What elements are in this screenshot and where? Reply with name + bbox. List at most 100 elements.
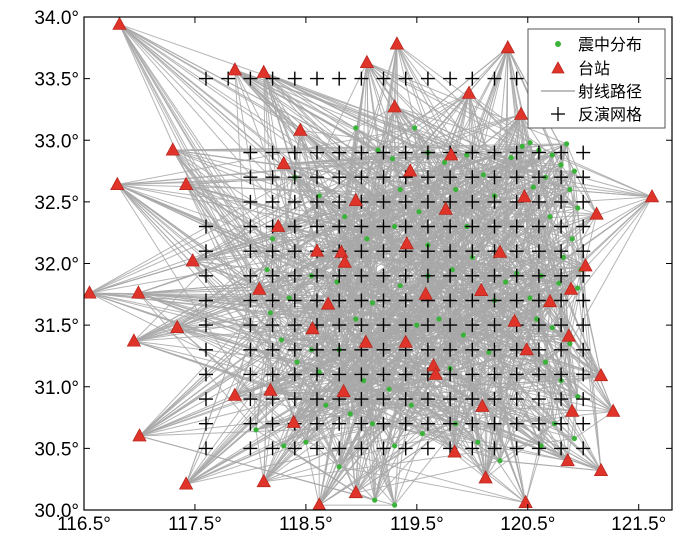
station-triangle <box>271 218 286 232</box>
legend-epicenter-marker <box>555 41 561 47</box>
station-triangle <box>563 281 579 295</box>
ray-path <box>338 349 357 493</box>
ray-path <box>445 143 567 210</box>
ray-path <box>176 327 340 468</box>
ray-path <box>293 302 373 423</box>
ray-path <box>263 339 282 482</box>
ray-path <box>117 176 295 186</box>
station-triangle <box>461 85 477 99</box>
grid-node-plus <box>243 416 258 431</box>
ray-path <box>344 47 509 218</box>
grid-node-plus <box>531 392 546 407</box>
epicenter-point <box>575 285 581 291</box>
ray-path <box>185 184 273 240</box>
station-triangle <box>403 163 418 177</box>
epicenter-point <box>558 162 564 168</box>
grid-node-plus <box>443 342 458 357</box>
station-triangle <box>348 192 363 207</box>
epicenter-point <box>564 141 570 147</box>
station-triangle <box>478 470 493 484</box>
grid-node-plus <box>310 293 324 308</box>
y-tick-label: 32.0° <box>34 255 79 276</box>
ray-path <box>263 438 575 483</box>
grid-node-plus <box>199 367 213 382</box>
ray-path <box>450 154 571 344</box>
station-triangle <box>519 341 534 356</box>
grid-node-plus <box>465 441 480 456</box>
ray-path <box>263 72 312 350</box>
grid-node-plus <box>487 392 502 407</box>
ray-path <box>374 209 447 501</box>
grid-node-plus <box>509 416 524 431</box>
grid-node-plus <box>487 268 502 283</box>
grid-node-plus <box>465 367 480 382</box>
ray-path <box>185 396 578 485</box>
grid-node-plus <box>332 219 347 234</box>
grid-node-plus <box>354 367 369 382</box>
ray-path <box>185 404 327 485</box>
grid-node-plus <box>465 219 480 234</box>
grid-node-plus <box>531 318 546 333</box>
y-tick-label: 30.0° <box>34 501 79 522</box>
grid-node-plus <box>354 71 369 86</box>
ray-path <box>444 162 527 503</box>
grid-node-plus <box>576 170 591 185</box>
ray-path <box>573 171 602 471</box>
grid-node-plus <box>310 416 324 431</box>
grid-node-plus <box>443 293 458 308</box>
epicenter-point <box>480 172 486 178</box>
grid-node-plus <box>443 416 458 431</box>
grid-node-plus <box>376 268 391 283</box>
ray-path <box>551 154 573 412</box>
grid-node-plus <box>310 71 324 86</box>
grid-node-plus <box>487 170 502 185</box>
ray-path <box>394 114 522 447</box>
grid-node-plus <box>332 367 347 382</box>
grid-node-plus <box>576 194 591 209</box>
ray-path <box>416 324 602 377</box>
ray-path <box>318 195 482 292</box>
ray-path <box>366 62 420 212</box>
grid-node-plus <box>221 71 236 86</box>
epicenter-point <box>364 236 370 242</box>
ray-path <box>234 69 429 277</box>
epicenter-point <box>342 214 348 220</box>
epicenter-point <box>278 337 285 343</box>
station-triangle <box>178 176 194 191</box>
ray-path <box>551 196 653 328</box>
grid-node-plus <box>576 318 591 333</box>
ray-path <box>481 170 575 407</box>
ray-path <box>549 216 586 267</box>
grid-node-plus <box>576 145 591 160</box>
grid-node-plus <box>443 244 458 259</box>
ray-path <box>263 72 373 304</box>
epicenter-point <box>567 341 573 347</box>
ray-path <box>185 318 357 485</box>
grid-node-plus <box>310 342 324 357</box>
ray-path <box>133 238 368 342</box>
ray-path <box>388 388 526 503</box>
ray-path <box>263 157 512 483</box>
station-triangle <box>398 334 413 348</box>
x-tick-label: 116.5° <box>57 514 111 535</box>
epicenter-point <box>397 186 403 193</box>
grid-node-plus <box>354 318 369 333</box>
legend-label-rays: 射线路径 <box>578 82 642 101</box>
ray-path <box>263 318 357 482</box>
grid-node-plus <box>287 342 302 357</box>
grid-node-plus <box>376 392 391 407</box>
grid-node-plus <box>509 293 524 308</box>
station-triangle <box>227 62 243 76</box>
ray-path <box>355 127 447 210</box>
grid-node-plus <box>243 293 258 308</box>
epicenter-point <box>571 435 578 442</box>
grid-node-plus <box>354 392 369 407</box>
epicenter-point <box>549 152 555 158</box>
grid-node-plus <box>487 194 502 209</box>
epicenter-point <box>530 184 536 190</box>
grid-node-plus <box>243 71 258 86</box>
station-triangle <box>312 497 327 510</box>
grid-node-plus <box>199 342 213 357</box>
ray-path <box>177 226 467 329</box>
station-triangle <box>513 106 529 120</box>
